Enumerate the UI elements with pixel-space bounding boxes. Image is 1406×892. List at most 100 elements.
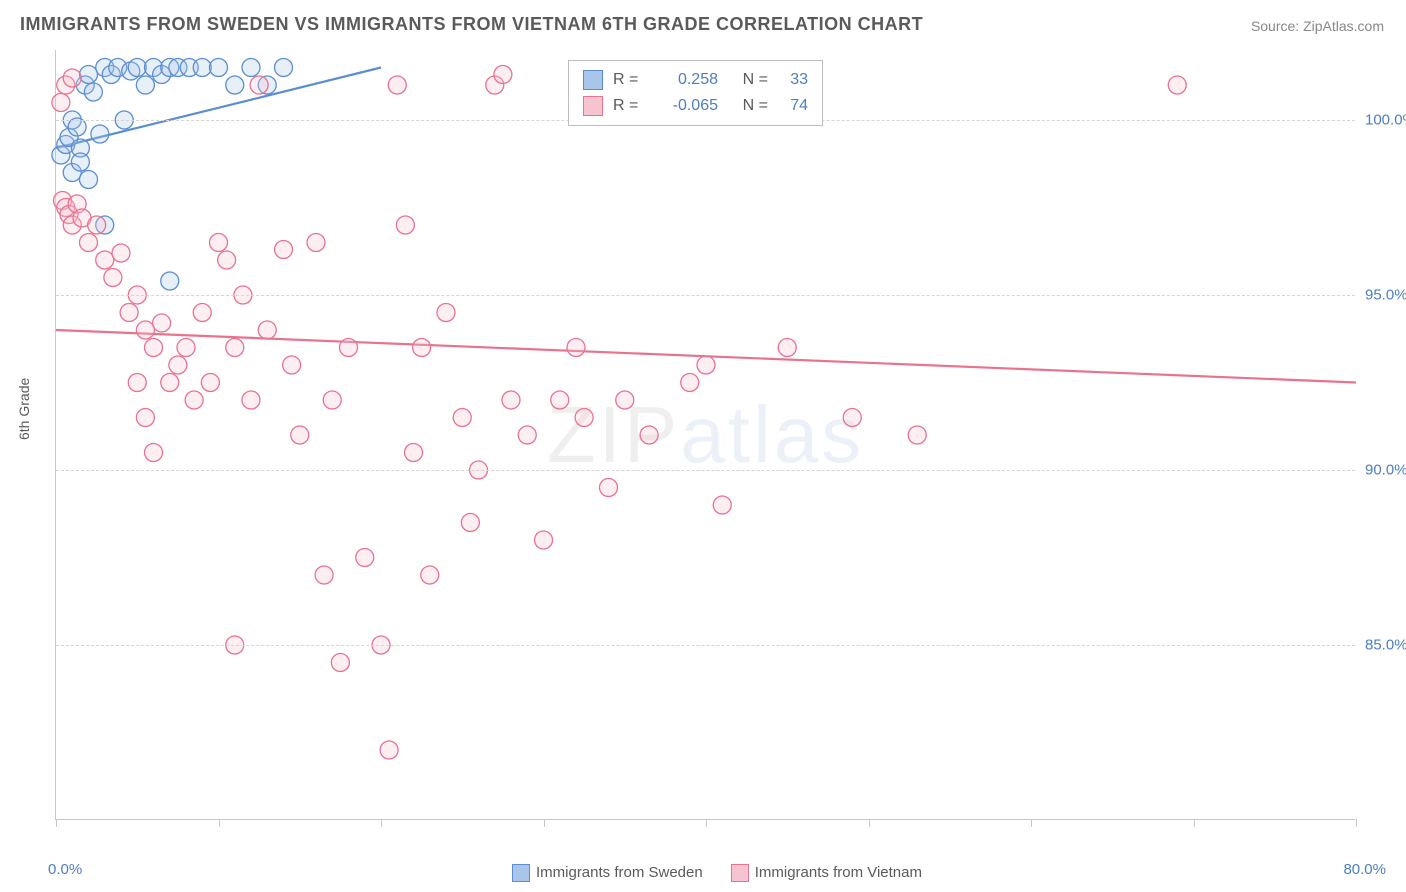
legend-n-value: 74 (768, 97, 808, 115)
data-point (275, 241, 293, 259)
data-point (535, 531, 553, 549)
data-point (323, 391, 341, 409)
data-point (210, 234, 228, 252)
data-point (380, 741, 398, 759)
data-point (843, 409, 861, 427)
data-point (193, 304, 211, 322)
gridline-h (56, 645, 1355, 646)
x-tick (544, 819, 545, 827)
data-point (1168, 76, 1186, 94)
data-point (461, 514, 479, 532)
legend-r-value: -0.065 (648, 97, 718, 115)
data-point (600, 479, 618, 497)
data-point (153, 314, 171, 332)
legend-row: R =0.258N =33 (583, 67, 808, 93)
data-point (413, 339, 431, 357)
bottom-legend: Immigrants from Sweden Immigrants from Vi… (0, 864, 1406, 882)
legend-n-label: N = (718, 97, 768, 115)
data-point (356, 549, 374, 567)
gridline-h (56, 470, 1355, 471)
data-point (145, 339, 163, 357)
legend-r-value: 0.258 (648, 71, 718, 89)
data-point (258, 321, 276, 339)
source-prefix: Source: (1251, 18, 1303, 34)
data-point (161, 374, 179, 392)
data-point (63, 69, 81, 87)
legend-r-label: R = (613, 97, 648, 115)
data-point (437, 304, 455, 322)
data-point (71, 153, 89, 171)
data-point (104, 269, 122, 287)
correlation-legend: R =0.258N =33R =-0.065N =74 (568, 60, 823, 126)
data-point (453, 409, 471, 427)
legend-series-label: Immigrants from Sweden (536, 864, 703, 881)
data-point (616, 391, 634, 409)
x-tick (381, 819, 382, 827)
data-point (193, 59, 211, 77)
y-axis-label: 6th Grade (16, 378, 32, 440)
legend-swatch-icon (583, 70, 603, 90)
data-point (388, 76, 406, 94)
data-point (80, 234, 98, 252)
legend-r-label: R = (613, 71, 648, 89)
data-point (250, 76, 268, 94)
data-point (518, 426, 536, 444)
gridline-h (56, 295, 1355, 296)
data-point (80, 171, 98, 189)
data-point (226, 339, 244, 357)
data-point (80, 66, 98, 84)
data-point (210, 59, 228, 77)
data-point (502, 391, 520, 409)
data-point (52, 94, 70, 112)
data-point (405, 444, 423, 462)
chart-title: IMMIGRANTS FROM SWEDEN VS IMMIGRANTS FRO… (20, 14, 923, 35)
x-tick (56, 819, 57, 827)
data-point (112, 244, 130, 262)
source-value: ZipAtlas.com (1303, 18, 1384, 34)
data-point (136, 76, 154, 94)
plot-area: ZIPatlas 85.0%90.0%95.0%100.0% (55, 50, 1355, 820)
data-point (161, 272, 179, 290)
data-point (396, 216, 414, 234)
data-point (169, 356, 187, 374)
data-point (291, 426, 309, 444)
x-tick (706, 819, 707, 827)
data-point (201, 374, 219, 392)
chart-svg (56, 50, 1355, 819)
legend-n-value: 33 (768, 71, 808, 89)
data-point (275, 59, 293, 77)
data-point (494, 66, 512, 84)
data-point (136, 321, 154, 339)
legend-n-label: N = (718, 71, 768, 89)
data-point (331, 654, 349, 672)
y-tick-label: 85.0% (1365, 637, 1406, 654)
x-tick (1356, 819, 1357, 827)
x-tick (869, 819, 870, 827)
data-point (91, 125, 109, 143)
legend-series-label: Immigrants from Vietnam (755, 864, 922, 881)
data-point (88, 216, 106, 234)
data-point (421, 566, 439, 584)
data-point (340, 339, 358, 357)
data-point (551, 391, 569, 409)
data-point (128, 59, 146, 77)
data-point (575, 409, 593, 427)
data-point (640, 426, 658, 444)
legend-swatch-icon (583, 96, 603, 116)
data-point (128, 374, 146, 392)
data-point (697, 356, 715, 374)
x-tick (1031, 819, 1032, 827)
data-point (218, 251, 236, 269)
data-point (136, 409, 154, 427)
y-tick-label: 95.0% (1365, 287, 1406, 304)
data-point (307, 234, 325, 252)
x-tick (219, 819, 220, 827)
data-point (908, 426, 926, 444)
data-point (226, 76, 244, 94)
data-point (681, 374, 699, 392)
legend-swatch-icon (512, 864, 530, 882)
y-tick-label: 100.0% (1365, 112, 1406, 129)
data-point (315, 566, 333, 584)
data-point (185, 391, 203, 409)
x-tick (1194, 819, 1195, 827)
